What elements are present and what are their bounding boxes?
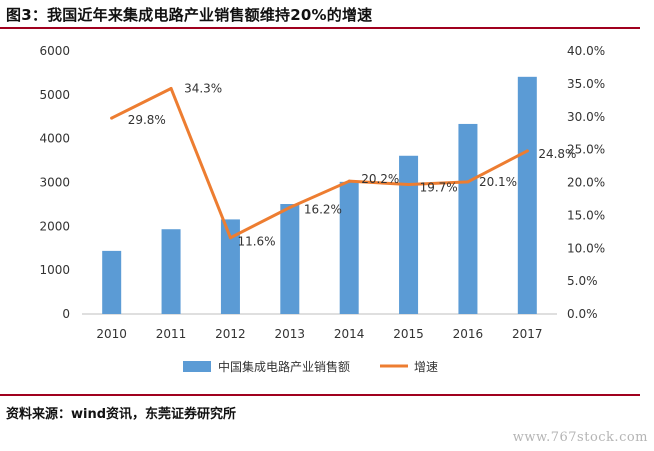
title-divider: [0, 27, 640, 29]
x-axis-tick-label: 2017: [512, 327, 543, 341]
legend: 中国集成电路产业销售额 增速: [183, 359, 438, 374]
growth-line: [110, 86, 529, 240]
growth-point: [110, 116, 114, 120]
x-axis-tick-label: 2015: [393, 327, 424, 341]
right-axis-tick-label: 40.0%: [567, 44, 605, 58]
source-note: 资料来源：wind资讯，东莞证券研究所: [6, 407, 237, 422]
growth-point: [228, 236, 232, 240]
growth-data-label: 29.8%: [128, 113, 166, 127]
growth-point: [347, 179, 351, 183]
growth-point: [407, 182, 411, 186]
x-axis-tick-label: 2016: [453, 327, 484, 341]
left-axis-tick-label: 0: [62, 307, 70, 321]
bar: [339, 181, 359, 314]
legend-line-label: 增速: [414, 360, 438, 374]
data-labels: 29.8% 34.3% 11.6% 16.2% 20.2% 19.7% 20.1% 24.8%: [128, 81, 577, 248]
growth-point: [466, 180, 470, 184]
bar: [517, 76, 537, 314]
x-axis-tick-label: 2010: [96, 327, 127, 341]
right-axis-tick-label: 35.0%: [567, 77, 605, 91]
bar: [220, 219, 240, 314]
right-axis-tick-label: 25.0%: [567, 143, 605, 157]
line-series: [110, 86, 529, 240]
growth-data-label: 19.7%: [420, 180, 458, 194]
bar: [458, 123, 478, 315]
source-divider: [0, 394, 640, 396]
growth-point: [525, 149, 529, 153]
left-axis-tick-label: 5000: [39, 88, 70, 102]
right-axis: 0.0% 5.0% 10.0% 15.0% 20.0% 25.0% 30.0% 35.0% 40…: [567, 44, 605, 321]
growth-data-label: 11.6%: [237, 235, 275, 249]
x-axis-tick-label: 2014: [334, 327, 365, 341]
bar: [280, 204, 300, 314]
bar: [102, 250, 122, 314]
left-axis-tick-label: 3000: [39, 176, 70, 190]
left-axis-tick-label: 2000: [39, 219, 70, 233]
right-axis-tick-label: 15.0%: [567, 208, 605, 222]
legend-bar-swatch: [183, 361, 211, 372]
x-axis-tick-label: 2013: [275, 327, 306, 341]
growth-data-label: 20.1%: [479, 175, 517, 189]
watermark: www.767stock.com: [512, 430, 648, 445]
growth-point: [169, 86, 173, 90]
x-axis-tick-label: 2011: [156, 327, 187, 341]
growth-data-label: 24.8%: [538, 147, 576, 161]
growth-data-label: 34.3%: [184, 81, 222, 95]
growth-data-label: 16.2%: [304, 202, 342, 216]
right-axis-tick-label: 5.0%: [567, 274, 598, 288]
bar: [399, 155, 419, 314]
right-axis-tick-label: 20.0%: [567, 176, 605, 190]
x-axis: 2010 2011 2012 2013 2014 2015 2016 2017: [82, 313, 557, 341]
figure-title: 图3：我国近年来集成电路产业销售额维持20%的增速: [6, 6, 373, 24]
x-axis-tick-label: 2012: [215, 327, 246, 341]
legend-bar-label: 中国集成电路产业销售额: [218, 359, 350, 374]
growth-point: [288, 205, 292, 209]
bar: [161, 229, 181, 314]
left-axis-tick-label: 4000: [39, 132, 70, 146]
left-axis-tick-label: 1000: [39, 263, 70, 277]
right-axis-tick-label: 10.0%: [567, 241, 605, 255]
chart: 0 1000 2000 3000 4000 5000 6000 0.0% 5.0% 10.0% 1…: [39, 44, 605, 374]
bar-series: [102, 76, 537, 315]
growth-data-label: 20.2%: [361, 172, 399, 186]
right-axis-tick-label: 30.0%: [567, 110, 605, 124]
right-axis-tick-label: 0.0%: [567, 307, 598, 321]
left-axis: 0 1000 2000 3000 4000 5000 6000: [39, 44, 70, 321]
left-axis-tick-label: 6000: [39, 44, 70, 58]
